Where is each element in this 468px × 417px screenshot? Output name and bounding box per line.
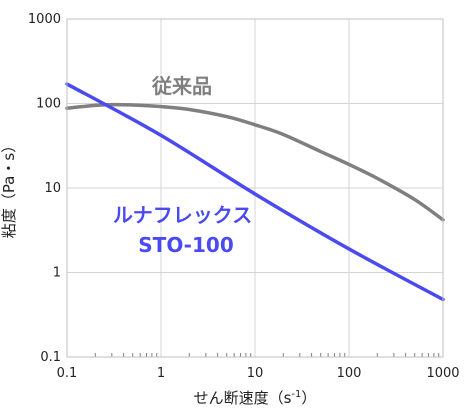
x-axis-title-superscript: -1 [291, 389, 301, 400]
y-tick-label: 100 [36, 97, 61, 112]
x-tick-label: 1000 [426, 366, 459, 381]
y-axis-title: 粘度（Pa・s） [0, 138, 18, 238]
series-label-conventional: 従来品 [151, 74, 212, 98]
y-tick-label: 1000 [28, 12, 61, 27]
series-line-lunaflex [65, 82, 445, 302]
y-tick-label: 0.1 [40, 350, 61, 365]
x-tick-label: 0.1 [57, 366, 78, 381]
series-label-lunaflex: ルナフレックス STO-100 [113, 203, 259, 257]
series-label-lunaflex-line2: STO-100 [138, 233, 233, 257]
tick-labels: 0.1 1 10 100 1000 0.1 1 10 100 1000 [28, 12, 460, 381]
x-tick-label: 100 [337, 366, 362, 381]
series-line-conventional [65, 102, 445, 222]
x-tick-label: 1 [157, 366, 165, 381]
x-axis-title: せん断速度（s-1） [194, 389, 317, 407]
x-axis-title-main: せん断速度（s [194, 389, 292, 407]
series-group [65, 82, 445, 302]
y-tick-label: 1 [53, 266, 61, 281]
y-tick-label: 10 [44, 181, 61, 196]
x-axis-title-end: ） [301, 389, 316, 407]
plot-frame [66, 18, 444, 358]
x-tick-label: 10 [247, 366, 264, 381]
series-label-lunaflex-line1: ルナフレックス [113, 203, 252, 227]
